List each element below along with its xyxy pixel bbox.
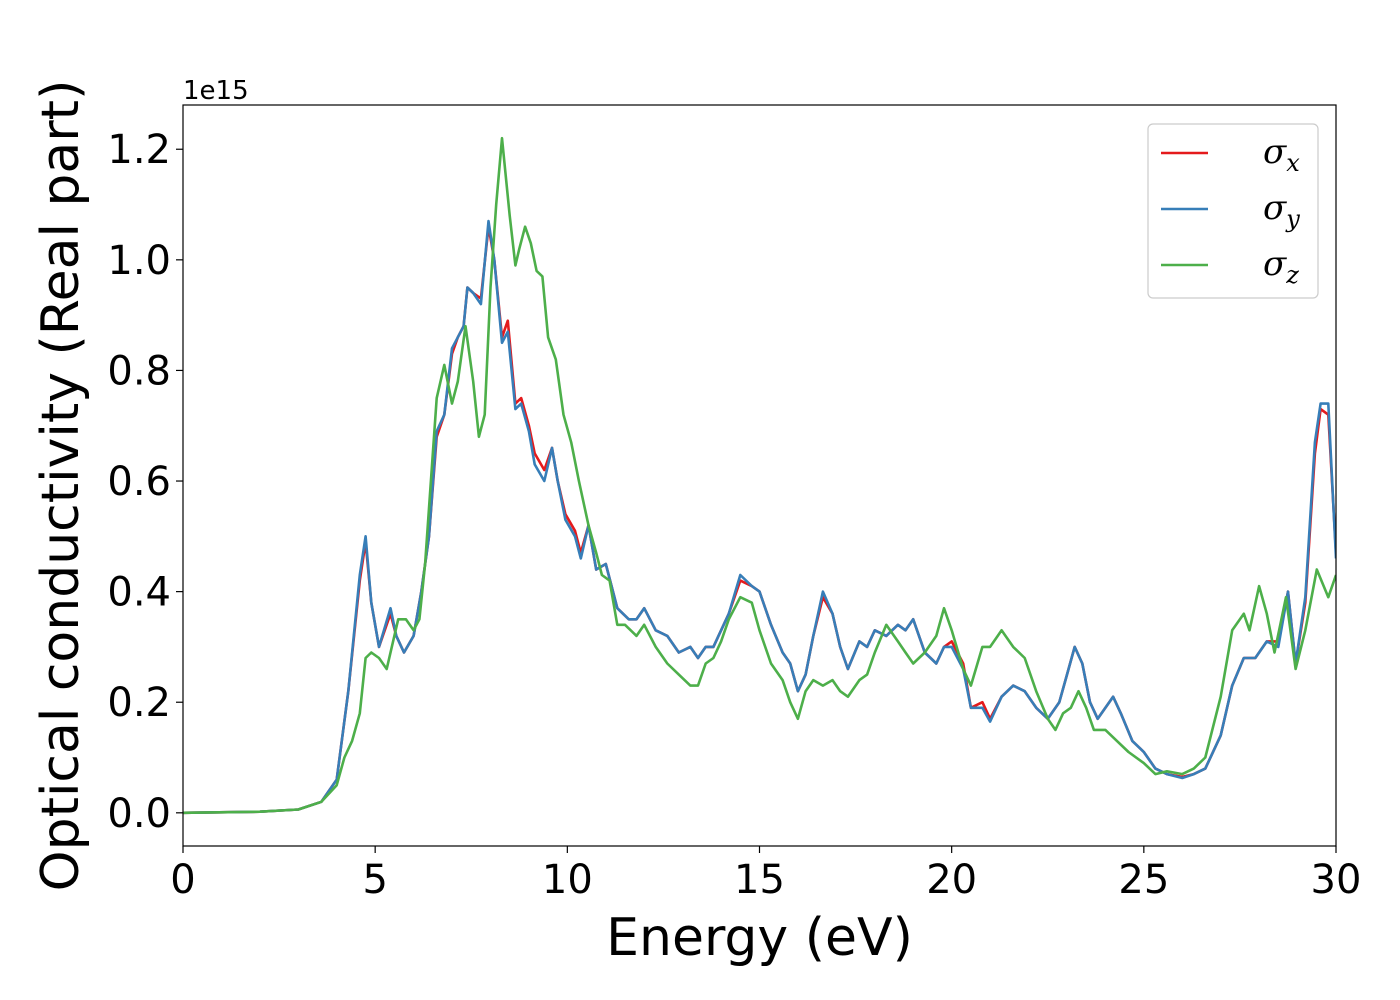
x-axis-label: Energy (eV) (606, 908, 913, 968)
y-tick-label: 0.2 (107, 680, 171, 726)
x-axis-ticks: 0 5 10 15 20 25 30 (170, 846, 1361, 903)
x-tick-label: 25 (1118, 857, 1169, 903)
y-tick-label: 0.8 (107, 348, 171, 394)
x-tick-label: 30 (1311, 857, 1362, 903)
y-tick-label: 0.6 (107, 459, 171, 505)
y-tick-label: 0.4 (107, 570, 171, 616)
legend-label-x: σx (1263, 132, 1300, 177)
legend-box (1147, 123, 1319, 299)
series-line-z (183, 136, 1336, 815)
y-tick-label: 0.0 (107, 791, 171, 837)
y-axis-offset-text: 1e15 (183, 76, 249, 106)
x-tick-label: 10 (542, 857, 593, 903)
series-line-y (183, 219, 1336, 815)
x-tick-label: 5 (362, 857, 387, 903)
y-tick-label: 1.0 (107, 238, 171, 284)
x-tick-label: 20 (926, 857, 977, 903)
x-tick-label: 0 (170, 857, 195, 903)
plot-lines (183, 136, 1336, 815)
x-tick-label: 15 (734, 857, 785, 903)
legend-label-z: σz (1263, 244, 1299, 289)
legend: σx σy σz (1147, 123, 1319, 299)
y-tick-label: 1.2 (107, 127, 171, 173)
legend-label-y: σy (1263, 188, 1300, 233)
y-axis-label: Optical conductivity (Real part) (31, 80, 91, 892)
y-axis-ticks: 0.0 0.2 0.4 0.6 0.8 1.0 1.2 (107, 127, 183, 837)
